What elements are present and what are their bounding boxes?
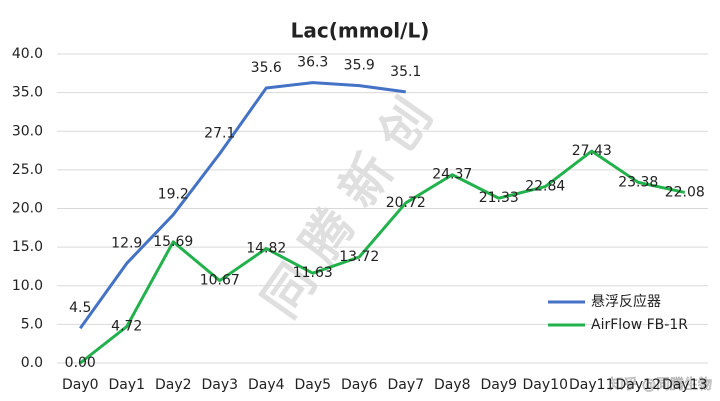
x-tick-label: Day12 bbox=[616, 377, 661, 393]
data-label: 13.72 bbox=[339, 249, 379, 265]
data-label: 19.2 bbox=[158, 187, 189, 203]
data-label: 12.9 bbox=[111, 235, 142, 251]
legend-label: 悬浮反应器 bbox=[591, 293, 661, 310]
data-label: 4.5 bbox=[69, 300, 91, 316]
data-label: 15.69 bbox=[153, 234, 193, 250]
data-label: 14.82 bbox=[246, 241, 286, 257]
data-label: 22.08 bbox=[665, 184, 705, 200]
data-label: 20.72 bbox=[386, 195, 426, 211]
y-tick-label: 25.0 bbox=[12, 162, 43, 178]
x-tick-label: Day2 bbox=[155, 377, 192, 393]
y-tick-label: 40.0 bbox=[12, 46, 43, 62]
data-label: 0.00 bbox=[65, 355, 96, 371]
y-tick-label: 0.0 bbox=[21, 355, 43, 371]
x-tick-label: Day5 bbox=[294, 377, 331, 393]
y-tick-label: 15.0 bbox=[12, 239, 43, 255]
x-tick-label: Day13 bbox=[662, 377, 707, 393]
x-tick-label: Day6 bbox=[341, 377, 378, 393]
data-label: 22.84 bbox=[525, 179, 565, 195]
data-label: 27.43 bbox=[572, 143, 612, 159]
y-tick-label: 30.0 bbox=[12, 123, 43, 139]
data-label: 10.67 bbox=[200, 273, 240, 289]
x-tick-label: Day3 bbox=[201, 377, 238, 393]
data-label: 27.1 bbox=[204, 126, 235, 142]
data-label: 23.38 bbox=[618, 174, 658, 190]
x-tick-label: Day4 bbox=[248, 377, 285, 393]
chart-title: Lac(mmol/L) bbox=[291, 19, 430, 43]
y-tick-label: 10.0 bbox=[12, 278, 43, 294]
x-tick-label: Day11 bbox=[569, 377, 614, 393]
data-label: 24.37 bbox=[432, 167, 472, 183]
data-label: 36.3 bbox=[297, 55, 328, 71]
series-line bbox=[79, 81, 406, 330]
x-tick-label: Day10 bbox=[523, 377, 568, 393]
x-tick-label: Day8 bbox=[434, 377, 471, 393]
data-label: 35.9 bbox=[344, 58, 375, 74]
credit: 知乎 @同腾生物 bbox=[610, 376, 712, 393]
y-tick-label: 5.0 bbox=[21, 316, 43, 332]
series-line bbox=[79, 149, 686, 365]
data-label: 11.63 bbox=[293, 265, 333, 281]
x-tick-label: Day1 bbox=[108, 377, 145, 393]
y-tick-label: 20.0 bbox=[12, 201, 43, 217]
data-label: 35.1 bbox=[390, 64, 421, 80]
x-tick-label: Day7 bbox=[387, 377, 424, 393]
data-label: 35.6 bbox=[251, 60, 282, 76]
y-tick-label: 35.0 bbox=[12, 85, 43, 101]
x-tick-label: Day0 bbox=[62, 377, 99, 393]
x-tick-label: Day9 bbox=[480, 377, 517, 393]
data-label: 4.72 bbox=[111, 319, 142, 335]
legend-label: AirFlow FB-1R bbox=[591, 317, 688, 333]
data-label: 21.33 bbox=[479, 190, 519, 206]
